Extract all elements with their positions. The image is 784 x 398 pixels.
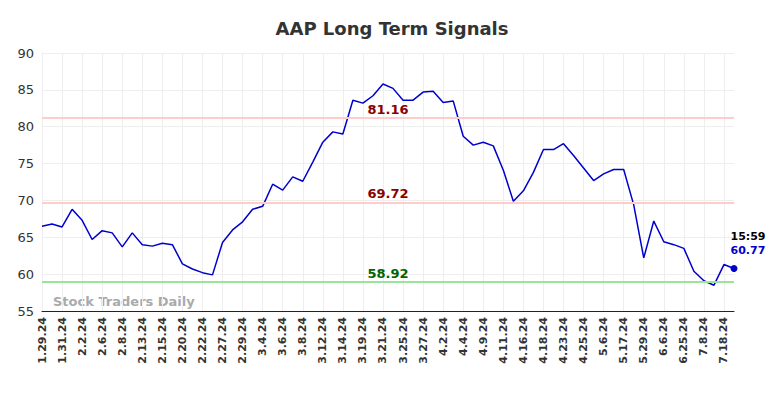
svg-text:2.29.24: 2.29.24 <box>236 317 249 364</box>
svg-text:3.14.24: 3.14.24 <box>336 317 349 364</box>
svg-text:4.9.24: 4.9.24 <box>477 317 490 356</box>
svg-text:5.17.24: 5.17.24 <box>617 317 630 364</box>
svg-text:4.4.24: 4.4.24 <box>457 317 470 356</box>
svg-text:Stock Traders Daily: Stock Traders Daily <box>53 294 195 309</box>
svg-text:55: 55 <box>17 304 34 319</box>
svg-text:3.21.24: 3.21.24 <box>376 317 389 364</box>
svg-text:81.16: 81.16 <box>367 102 408 117</box>
svg-text:75: 75 <box>17 156 34 171</box>
svg-text:58.92: 58.92 <box>367 266 408 281</box>
svg-text:2.6.24: 2.6.24 <box>96 317 109 356</box>
svg-text:2.8.24: 2.8.24 <box>116 317 129 356</box>
svg-text:AAP Long Term Signals: AAP Long Term Signals <box>276 18 509 39</box>
svg-text:15:59: 15:59 <box>730 230 765 243</box>
svg-text:5.29.24: 5.29.24 <box>637 317 650 364</box>
svg-text:3.12.24: 3.12.24 <box>316 317 329 364</box>
svg-text:4.11.24: 4.11.24 <box>497 317 510 364</box>
svg-text:3.8.24: 3.8.24 <box>296 317 309 356</box>
svg-text:2.2.24: 2.2.24 <box>76 317 89 356</box>
svg-text:1.31.24: 1.31.24 <box>56 317 69 364</box>
svg-text:90: 90 <box>17 46 34 61</box>
svg-text:4.2.24: 4.2.24 <box>437 317 450 356</box>
svg-text:3.4.24: 3.4.24 <box>256 317 269 356</box>
svg-text:65: 65 <box>17 230 34 245</box>
svg-text:4.16.24: 4.16.24 <box>517 317 530 364</box>
svg-text:60.77: 60.77 <box>730 244 765 257</box>
svg-text:6.25.24: 6.25.24 <box>677 317 690 364</box>
svg-text:6.6.24: 6.6.24 <box>657 317 670 356</box>
svg-text:3.19.24: 3.19.24 <box>356 317 369 364</box>
svg-text:2.27.24: 2.27.24 <box>216 317 229 364</box>
svg-text:70: 70 <box>17 193 34 208</box>
svg-text:3.27.24: 3.27.24 <box>417 317 430 364</box>
svg-text:7.18.24: 7.18.24 <box>717 317 730 364</box>
svg-text:4.25.24: 4.25.24 <box>577 317 590 364</box>
svg-text:1.29.24: 1.29.24 <box>36 317 49 364</box>
svg-text:2.22.24: 2.22.24 <box>196 317 209 364</box>
svg-text:60: 60 <box>17 267 34 282</box>
svg-text:3.6.24: 3.6.24 <box>276 317 289 356</box>
svg-text:2.13.24: 2.13.24 <box>136 317 149 364</box>
svg-text:3.25.24: 3.25.24 <box>397 317 410 364</box>
svg-text:7.8.24: 7.8.24 <box>697 317 710 356</box>
svg-text:2.20.24: 2.20.24 <box>176 317 189 364</box>
svg-text:69.72: 69.72 <box>367 186 408 201</box>
svg-text:2.15.24: 2.15.24 <box>156 317 169 364</box>
svg-text:85: 85 <box>17 82 34 97</box>
svg-text:80: 80 <box>17 119 34 134</box>
svg-text:4.23.24: 4.23.24 <box>557 317 570 364</box>
svg-text:4.18.24: 4.18.24 <box>537 317 550 364</box>
svg-text:5.6.24: 5.6.24 <box>597 317 610 356</box>
